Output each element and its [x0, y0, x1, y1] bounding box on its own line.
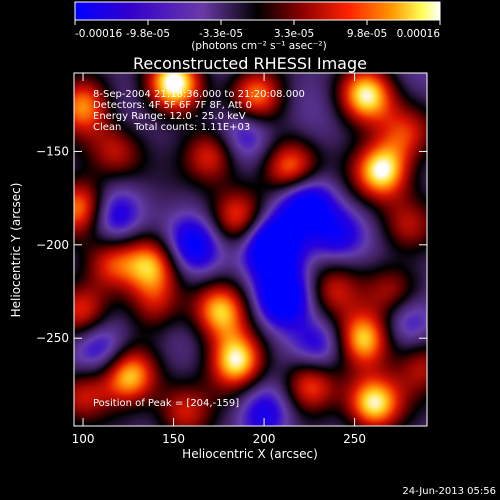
footer-timestamp: 24-Jun-2013 05:56	[402, 486, 496, 497]
y-tick-label: −150	[36, 144, 69, 158]
info-time-range: 8-Sep-2004 21:18:36.000 to 21:20:08.000	[93, 89, 305, 100]
y-tick-label: −250	[36, 331, 69, 345]
colorbar-tick-label: -0.00016	[75, 28, 123, 40]
info-peak-position: Position of Peak = [204,-159]	[93, 398, 239, 409]
plot-frame	[73, 72, 428, 427]
x-tick-label: 200	[253, 432, 276, 446]
heatmap-canvas	[74, 73, 427, 426]
heatmap-panel: 100 150 200 250 −150 −200 −250	[36, 72, 428, 446]
colorbar-strip	[74, 1, 441, 21]
x-tick-label: 250	[343, 432, 366, 446]
info-clean-counts: Clean Total counts: 1.11E+03	[93, 122, 250, 133]
info-detectors: Detectors: 4F 5F 6F 7F 8F, Att 0	[93, 100, 252, 111]
x-axis-label: Heliocentric X (arcsec)	[182, 447, 318, 461]
plot-title: Reconstructed RHESSI Image	[133, 54, 367, 73]
x-tick-label: 100	[72, 432, 95, 446]
info-block: 8-Sep-2004 21:18:36.000 to 21:20:08.000 …	[93, 89, 305, 409]
axis-ticks: 100 150 200 250 −150 −200 −250	[36, 73, 427, 446]
colorbar: -0.00016 -9.8e-05 -3.3e-05 3.3e-05 9.8e-05 0.…	[74, 1, 441, 52]
info-energy-range: Energy Range: 12.0 - 25.0 keV	[93, 111, 246, 122]
y-tick-label: −200	[36, 238, 69, 252]
colorbar-units: (photons cm⁻² s⁻¹ asec⁻²)	[191, 40, 326, 52]
colorbar-ticks: -0.00016 -9.8e-05 -3.3e-05 3.3e-05 9.8e-05 0.…	[74, 20, 441, 40]
x-tick-label: 150	[162, 432, 185, 446]
colorbar-tick-label: -9.8e-05	[126, 28, 170, 40]
colorbar-tick-label: 0.00016	[397, 28, 441, 40]
colorbar-tick-label: -3.3e-05	[199, 28, 243, 40]
colorbar-tick-label: 9.8e-05	[347, 28, 387, 40]
colorbar-tick-label: 3.3e-05	[274, 28, 314, 40]
y-axis-label: Heliocentric Y (arcsec)	[9, 183, 23, 318]
